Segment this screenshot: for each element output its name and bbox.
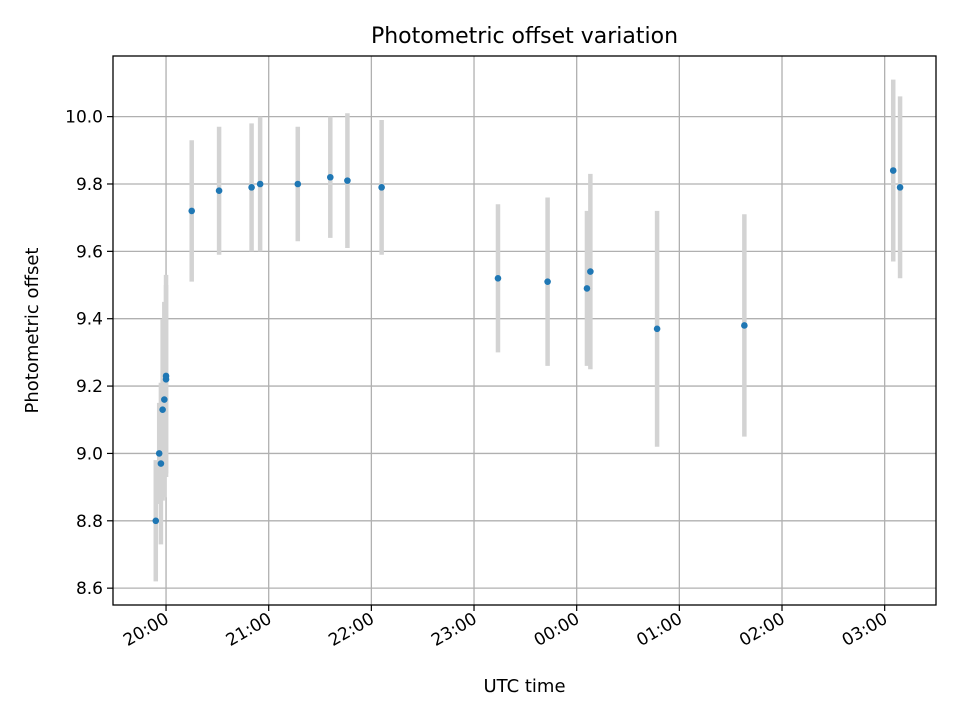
grid bbox=[113, 56, 936, 605]
y-axis-label: Photometric offset bbox=[22, 248, 43, 414]
y-tick-label: 9.6 bbox=[76, 242, 103, 262]
x-axis-label: UTC time bbox=[483, 676, 565, 697]
y-tick-label: 10.0 bbox=[65, 108, 103, 128]
data-point bbox=[256, 180, 264, 188]
data-point bbox=[294, 180, 302, 188]
chart-title: Photometric offset variation bbox=[371, 24, 678, 49]
data-point bbox=[248, 184, 255, 191]
data-point bbox=[653, 325, 661, 333]
y-tick-label: 8.6 bbox=[76, 579, 103, 599]
data-point bbox=[583, 285, 591, 292]
data-point bbox=[326, 173, 334, 181]
data-point bbox=[741, 322, 748, 329]
data-point bbox=[162, 372, 170, 380]
data-point bbox=[152, 517, 160, 525]
data-point bbox=[155, 450, 163, 457]
data-point bbox=[494, 274, 502, 282]
plot-frame bbox=[112, 55, 937, 606]
data-point bbox=[378, 184, 385, 191]
y-tick-label: 9.2 bbox=[76, 377, 103, 397]
data-point bbox=[587, 268, 594, 275]
data-point bbox=[896, 184, 904, 191]
data-points bbox=[152, 167, 904, 525]
data-point bbox=[544, 278, 551, 285]
data-point bbox=[889, 167, 897, 174]
data-point bbox=[159, 406, 166, 413]
data-point bbox=[161, 396, 168, 403]
data-point bbox=[215, 187, 223, 195]
y-tick-label: 9.4 bbox=[76, 310, 103, 330]
data-point bbox=[344, 177, 351, 184]
y-tick-label: 8.8 bbox=[76, 512, 103, 532]
data-point bbox=[157, 460, 165, 467]
data-point bbox=[188, 207, 196, 215]
y-tick-label: 9.0 bbox=[76, 444, 103, 464]
y-tick-label: 9.8 bbox=[76, 175, 103, 195]
